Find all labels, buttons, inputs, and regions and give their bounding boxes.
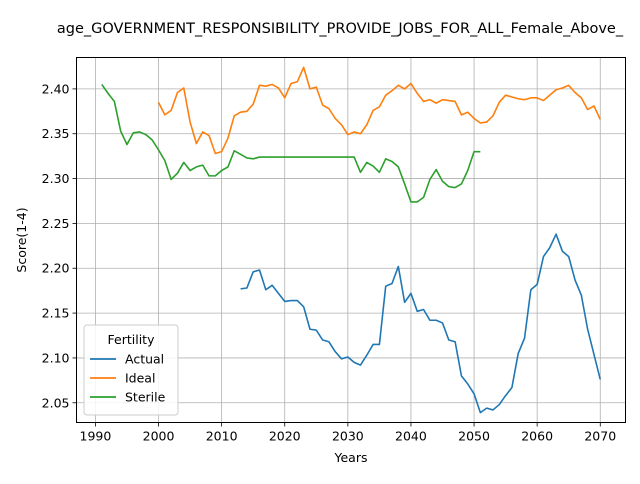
y-axis-ticks: 2.05 2.10 2.15 2.20 2.25 2.30 2.35 2.40 xyxy=(42,81,77,410)
legend-label-ideal: Ideal xyxy=(125,371,155,386)
x-tick-label: 2020 xyxy=(269,429,301,444)
series-lines xyxy=(101,66,602,414)
legend-title: Fertility xyxy=(108,332,156,347)
x-tick-label: 2030 xyxy=(332,429,364,444)
legend-items: Actual Ideal Sterile xyxy=(90,352,166,405)
x-tick-label: 2050 xyxy=(458,429,490,444)
x-tick-label: 1990 xyxy=(80,429,112,444)
x-tick-label: 2070 xyxy=(584,429,616,444)
series-line-ideal xyxy=(157,66,601,155)
x-tick-label: 2060 xyxy=(521,429,553,444)
y-tick-label: 2.15 xyxy=(42,306,70,321)
y-tick-label: 2.25 xyxy=(42,216,70,231)
legend-label-actual: Actual xyxy=(125,352,164,367)
legend: Fertility Actual Ideal Sterile xyxy=(83,324,179,416)
legend-label-sterile: Sterile xyxy=(125,390,166,405)
y-tick-label: 2.40 xyxy=(42,81,70,96)
x-axis-ticks: 1990 2000 2010 2020 2030 2040 2050 2060 2070 xyxy=(80,422,616,444)
series-line-actual xyxy=(240,233,602,414)
y-tick-label: 2.20 xyxy=(42,261,70,276)
x-tick-label: 2040 xyxy=(395,429,427,444)
y-tick-label: 2.05 xyxy=(42,395,70,410)
legend-box xyxy=(83,324,179,416)
y-axis-label: Score(1-4) xyxy=(14,207,29,272)
x-tick-label: 2000 xyxy=(143,429,175,444)
y-tick-label: 2.35 xyxy=(42,126,70,141)
chart-title: age_GOVERNMENT_RESPONSIBILITY_PROVIDE_JO… xyxy=(57,21,624,37)
x-tick-label: 2010 xyxy=(206,429,238,444)
series-line-sterile xyxy=(101,83,481,203)
plot-frame xyxy=(76,57,626,423)
y-tick-label: 2.10 xyxy=(42,350,70,365)
x-axis-label: Years xyxy=(334,450,368,465)
y-tick-label: 2.30 xyxy=(42,171,70,186)
